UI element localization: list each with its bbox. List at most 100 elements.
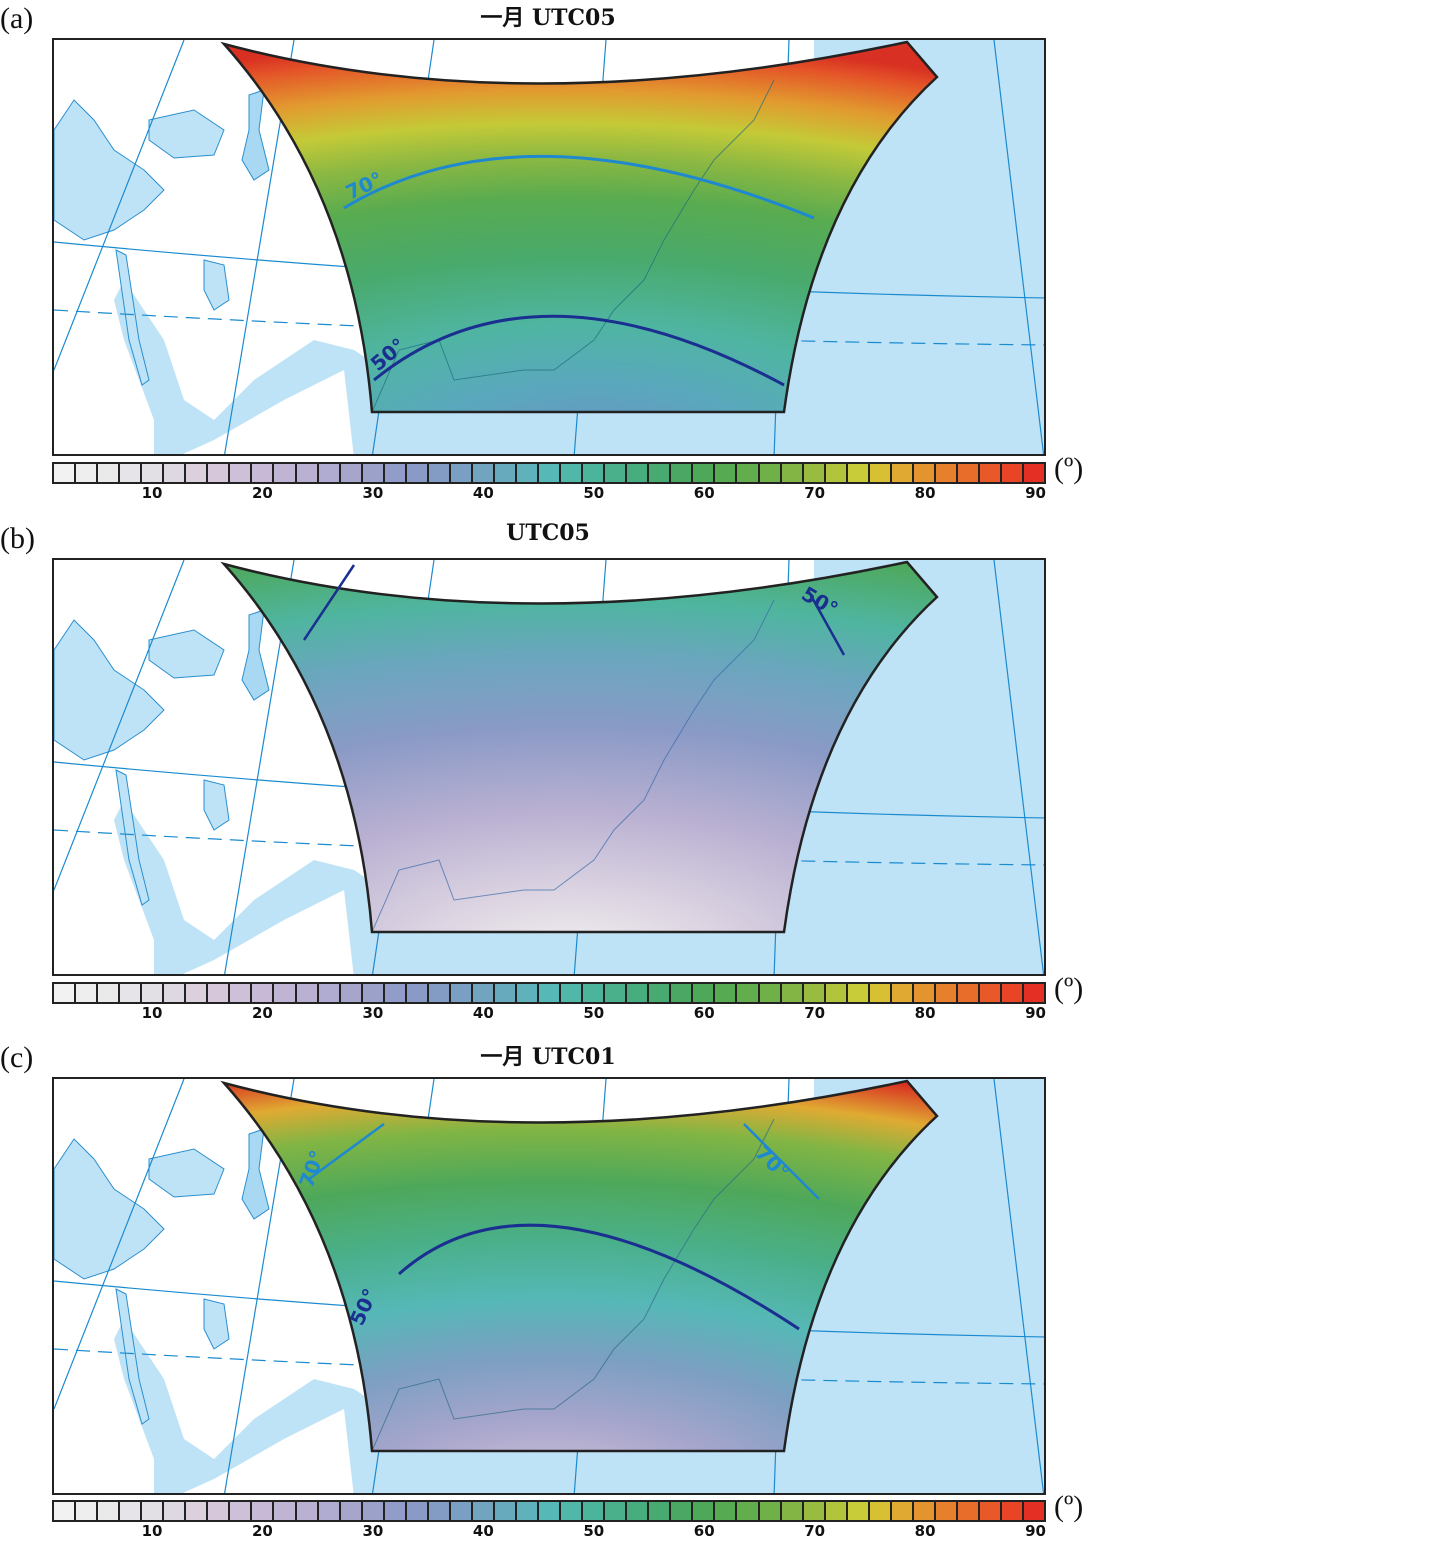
panel-title: UTC05 <box>506 520 590 546</box>
colorbar-swatch <box>891 464 914 482</box>
colorbar-swatch <box>450 464 473 482</box>
contour-70 <box>343 154 815 220</box>
colorbar-swatch <box>142 464 165 482</box>
panel-label: (c) <box>0 1041 34 1074</box>
colorbar-swatch <box>384 984 407 1002</box>
colorbar-swatch <box>649 984 672 1002</box>
colorbar-swatch <box>494 984 517 1002</box>
colorbar-tick-label: 30 <box>362 484 384 502</box>
colorbar-swatch <box>296 984 319 1002</box>
colorbar-swatch <box>120 1502 143 1520</box>
colorbar-swatch <box>1024 984 1045 1002</box>
colorbar-swatch <box>935 1502 958 1520</box>
colorbar-swatch <box>627 984 650 1002</box>
colorbar-tick-label: 90 <box>1025 1004 1046 1022</box>
colorbar-swatch <box>318 464 341 482</box>
colorbar-swatch <box>935 984 958 1002</box>
black-sea <box>148 629 225 679</box>
colorbar-swatch <box>54 464 77 482</box>
colorbar-swatch <box>406 1502 429 1520</box>
colorbar-tick-label: 90 <box>1025 484 1046 502</box>
colorbar-swatch <box>583 1502 606 1520</box>
panel-c: (c) 一月 UTC01 <box>0 1039 1440 1559</box>
colorbar-swatch <box>671 984 694 1002</box>
caspian-sea <box>241 1128 270 1220</box>
mediterranean <box>54 99 165 241</box>
colorbar-swatch <box>869 984 892 1002</box>
colorbar-swatch <box>539 1502 562 1520</box>
map-svg-c: 70° 70° 50° <box>54 1079 1044 1493</box>
colorbar-swatch <box>759 1502 782 1520</box>
colorbar-tick-label: 40 <box>472 484 494 502</box>
colorbar-tick-label: 10 <box>141 484 163 502</box>
colorbar-ticks: 10 20 30 40 50 60 70 80 90 <box>52 1004 1046 1022</box>
colorbar-swatch <box>516 464 540 482</box>
colorbar-swatch <box>54 984 77 1002</box>
colorbar-swatch <box>957 984 980 1002</box>
colorbar-swatch <box>825 984 848 1002</box>
colorbar-swatch <box>979 464 1003 482</box>
colorbar-swatch <box>450 1502 473 1520</box>
colorbar-swatch <box>208 464 231 482</box>
red-sea <box>115 249 150 386</box>
colorbar-swatch <box>869 1502 892 1520</box>
colorbar-swatch <box>362 1502 385 1520</box>
colorbar-tick-label: 30 <box>362 1004 384 1022</box>
contour-70 <box>743 1123 820 1200</box>
colorbar-swatch <box>230 1502 253 1520</box>
colorbar-swatch <box>472 984 495 1002</box>
colorbar-swatch <box>230 464 253 482</box>
caspian-sea <box>241 89 270 181</box>
colorbar-swatch <box>164 984 187 1002</box>
colorbar-swatch <box>252 464 275 482</box>
colorbar-swatch <box>913 1502 936 1520</box>
colorbar-tick-label: 80 <box>914 1522 936 1540</box>
red-sea <box>115 1288 150 1425</box>
colorbar-swatch <box>561 1502 584 1520</box>
colorbar-swatch <box>737 464 760 482</box>
colorbar-swatch <box>605 464 628 482</box>
colorbar-swatch <box>142 984 165 1002</box>
colorbar-swatch <box>957 1502 980 1520</box>
colorbar-swatch <box>318 1502 341 1520</box>
colorbar-swatch <box>428 984 451 1002</box>
colorbar-swatch <box>318 984 341 1002</box>
colorbar-swatch <box>494 1502 517 1520</box>
study-domain-border <box>220 1079 939 1453</box>
colorbar-tick-label: 30 <box>362 1522 384 1540</box>
colorbar-swatch <box>583 464 606 482</box>
colorbar-tick-label: 20 <box>252 1004 273 1022</box>
ocean <box>114 560 1044 974</box>
colorbar-swatch <box>208 1502 231 1520</box>
colorbar-swatch <box>803 1502 826 1520</box>
colorbar-tick-label: 60 <box>693 484 715 502</box>
colorbar-swatch <box>208 984 231 1002</box>
colorbar-tick-label: 20 <box>252 1522 273 1540</box>
colorbar-swatch <box>957 464 980 482</box>
colorbar-swatch <box>693 984 716 1002</box>
colorbar-tick-label: 40 <box>472 1522 494 1540</box>
colorbar-tick-label: 70 <box>804 484 826 502</box>
colorbar-swatch <box>891 1502 914 1520</box>
colorbar-swatch <box>516 1502 540 1520</box>
colorbar-swatch <box>296 1502 319 1520</box>
panel-b: (b) UTC05 <box>0 520 1440 1040</box>
colorbar-tick-label: 10 <box>141 1522 163 1540</box>
colorbar-swatch <box>715 464 738 482</box>
colorbar-tick-label: 80 <box>914 484 936 502</box>
colorbar-swatch <box>406 984 429 1002</box>
colorbar-swatch <box>605 984 628 1002</box>
colorbar-swatch <box>561 464 584 482</box>
colorbar-swatch <box>1024 464 1045 482</box>
colorbar-swatch <box>54 1502 77 1520</box>
map-svg-b: 50° <box>54 560 1044 974</box>
caspian-sea <box>241 609 270 701</box>
colorbar-swatch <box>539 984 562 1002</box>
colorbar-swatch <box>649 464 672 482</box>
unit-label: (º) <box>1054 1490 1084 1523</box>
colorbar-ticks: 10 20 30 40 50 60 70 80 90 <box>52 484 1046 502</box>
colorbar-swatch <box>494 464 517 482</box>
contour-50 <box>302 564 356 641</box>
colorbar-swatch <box>252 984 275 1002</box>
study-domain-border <box>220 560 939 934</box>
